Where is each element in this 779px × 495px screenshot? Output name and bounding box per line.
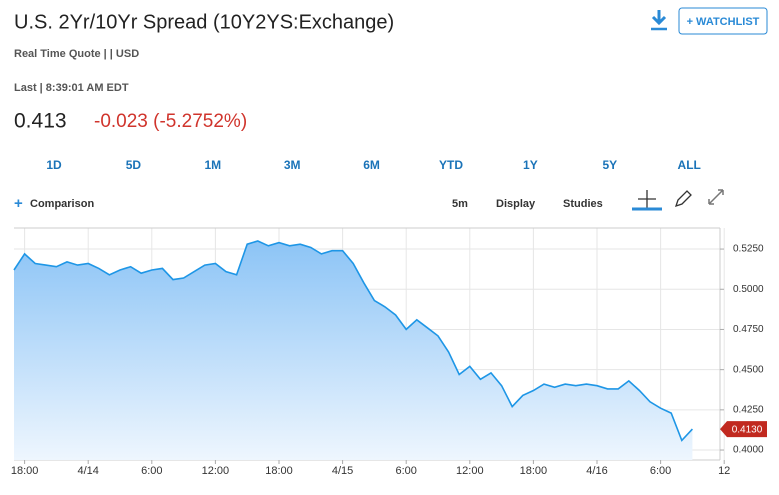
last-time: Last | 8:39:01 AM EDT — [14, 82, 129, 94]
range-tab[interactable]: ALL — [678, 158, 701, 172]
display[interactable]: Display — [496, 198, 536, 210]
range-tab[interactable]: 1D — [46, 158, 62, 172]
title: U.S. 2Yr/10Yr Spread (10Y2YS:Exchange) — [14, 11, 394, 33]
interval[interactable]: 5m — [452, 198, 468, 210]
y-tick-label: 0.4250 — [733, 404, 764, 415]
line — [13, 240, 693, 442]
x-tick-label: 12:00 — [456, 465, 484, 477]
x-tick-label: 4/15 — [332, 465, 353, 477]
x-tick-label: 18:00 — [11, 465, 39, 477]
x-tick-label: 6:00 — [650, 465, 671, 477]
range-tab[interactable]: 3M — [284, 158, 301, 172]
x-tick-label: 18:00 — [520, 465, 548, 477]
x-tick-label: 4/16 — [586, 465, 607, 477]
x-tick-label: 12 — [718, 465, 730, 477]
expand-tool[interactable] — [708, 189, 724, 205]
last-value-badge — [720, 421, 767, 438]
change: -0.023 (-5.2752%) — [94, 111, 247, 132]
y-tick-label: 0.4500 — [733, 364, 764, 375]
draw-tool[interactable] — [674, 190, 692, 208]
watchlist-button[interactable] — [678, 7, 768, 35]
watchlist-label[interactable]: + WATCHLIST — [687, 16, 760, 28]
x-tick-label: 6:00 — [141, 465, 162, 477]
comparison[interactable]: Comparison — [30, 198, 94, 210]
y-tick-label: 0.5000 — [733, 284, 764, 295]
subtitle: Real Time Quote | | USD — [14, 48, 139, 60]
y-tick-label: 0.4000 — [733, 445, 764, 456]
x-tick-label: 12:00 — [202, 465, 230, 477]
range-tab[interactable]: 5Y — [602, 158, 617, 172]
studies[interactable]: Studies — [563, 198, 603, 210]
range-tab[interactable]: 6M — [363, 158, 380, 172]
y-tick-label: 0.5250 — [733, 244, 764, 255]
crosshair-tool[interactable] — [632, 190, 662, 211]
download-icon[interactable] — [651, 10, 667, 31]
price: 0.413 — [14, 110, 67, 133]
range-tabs: 1D 5D 1M 3M 6M YTD 1Y 5Y ALL — [46, 158, 701, 172]
area — [14, 241, 693, 460]
range-tab[interactable]: YTD — [439, 158, 463, 172]
last-value-label: 0.4130 — [732, 424, 763, 435]
y-tick-label: 0.4750 — [733, 324, 764, 335]
x-tick-label: 6:00 — [395, 465, 416, 477]
chart: 0.4000 0.4250 0.4500 0.4750 0.5000 0.5250 18:0… — [11, 227, 767, 477]
range-tab[interactable]: 5D — [126, 158, 142, 172]
plus-icon[interactable]: + — [14, 195, 23, 212]
range-tab[interactable]: 1M — [204, 158, 221, 172]
x-tick-label: 4/14 — [77, 465, 98, 477]
x-tick-label: 18:00 — [265, 465, 293, 477]
range-tab[interactable]: 1Y — [523, 158, 538, 172]
